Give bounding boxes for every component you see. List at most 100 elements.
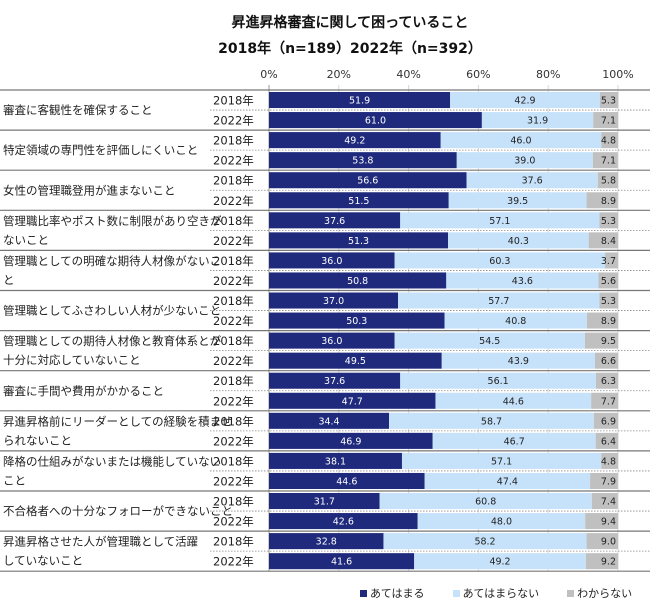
category-label: 昇進昇格前にリーダーとしての経験を積ませ [3,414,232,428]
data-label-unknown: 7.9 [601,476,616,487]
bar-segment-applies [269,232,449,249]
bar-segment-not-applies [466,172,598,189]
data-label-applies: 56.6 [357,176,378,187]
bar-segment-unknown [601,452,618,469]
data-label-applies: 47.7 [342,396,363,407]
year-label: 2022年 [213,314,254,328]
bar-segment-applies [269,272,447,289]
bar-segment-not-applies [448,192,587,209]
data-label-unknown: 8.9 [601,196,616,207]
year-label: 2022年 [213,434,254,448]
legend-swatch-unknown [567,589,575,597]
category-label: 審査に手間や費用がかかること [3,384,164,398]
data-label-not-applies: 47.4 [497,476,518,487]
data-label-unknown: 8.9 [601,316,616,327]
year-label: 2022年 [213,515,254,529]
year-label: 2018年 [213,214,254,228]
data-label-applies: 34.4 [318,416,339,427]
bar-segment-unknown [594,352,618,369]
bar-segment-unknown [599,92,619,109]
year-label: 2022年 [213,354,254,368]
data-label-not-applies: 48.0 [491,517,512,528]
bar-segment-applies [269,192,449,209]
category-label: こと [3,473,26,487]
legend-item-unknown: わからない [567,585,632,601]
category-label: 管理職比率やポスト数に制限があり空きが [3,214,222,228]
data-label-not-applies: 31.9 [527,116,548,127]
data-label-applies: 49.5 [345,356,366,367]
legend-swatch-applies [360,589,367,597]
chart-subtitle: 2018年（n=189）2022年（n=392） [218,41,482,57]
bar-segment-unknown [590,472,618,489]
category-label: 審査に客観性を確保すること [3,103,153,117]
bar-segment-unknown [599,212,618,229]
data-label-not-applies: 54.5 [479,336,500,347]
data-label-applies: 46.9 [340,436,361,447]
legend-label-unknown: わからない [577,587,633,600]
data-label-not-applies: 39.5 [507,196,528,207]
bar-segment-applies [269,212,401,229]
data-label-applies: 37.6 [324,216,345,227]
legend-swatch-not-applies [452,589,460,597]
data-label-not-applies: 46.7 [504,436,525,447]
bar-segment-not-applies [417,513,586,530]
bar-segment-unknown [598,272,618,289]
bar-segment-applies [269,472,425,489]
chart-title: 昇進昇格審査に関して困っていること [231,15,469,31]
bar-segment-unknown [591,392,618,409]
x-tick-label: 80% [536,68,560,81]
data-label-not-applies: 49.2 [489,557,510,568]
bar-segment-applies [269,292,399,309]
x-tick-label: 60% [466,68,490,81]
data-label-not-applies: 60.8 [475,497,496,508]
category-label: と [3,273,15,287]
data-label-applies: 37.0 [323,296,344,307]
category-label: していないこと [3,554,83,568]
bar-segment-not-applies [435,392,592,409]
bar-segment-not-applies [379,493,592,510]
data-label-not-applies: 40.3 [508,236,529,247]
data-label-applies: 32.8 [316,537,337,548]
bar-segment-unknown [601,132,618,149]
bar-segment-not-applies [383,533,587,550]
data-label-applies: 44.6 [336,476,357,487]
bar-segment-applies [269,513,418,530]
data-label-applies: 51.9 [349,96,370,107]
data-label-unknown: 7.1 [601,156,616,167]
bar-segment-not-applies [432,432,596,449]
bar-segment-applies [269,493,380,510]
year-label: 2018年 [213,374,254,388]
bar-segment-unknown [593,412,618,429]
data-label-applies: 50.3 [346,316,367,327]
bar-segment-applies [269,332,395,349]
bar-segment-applies [269,412,390,429]
data-label-applies: 51.3 [348,236,369,247]
data-label-applies: 37.6 [324,376,345,387]
year-label: 2018年 [213,414,254,428]
legend-label-not-applies: あてはまらない [462,587,540,600]
legend: あてはまる あてはまらない わからない [360,585,632,601]
data-label-not-applies: 60.3 [489,256,510,267]
bar-segment-not-applies [401,452,602,469]
bar-segment-applies [269,132,441,149]
bar-segment-applies [269,352,442,369]
bar-segment-applies [269,252,395,269]
bar-segment-unknown [593,112,618,129]
data-label-unknown: 9.5 [601,336,616,347]
year-label: 2022年 [213,394,254,408]
data-label-not-applies: 56.1 [488,376,509,387]
category-label: 管理職としての期待人材像と教育体系とが [3,334,222,348]
data-label-not-applies: 44.6 [503,396,524,407]
data-label-applies: 36.0 [321,336,342,347]
data-label-not-applies: 43.9 [508,356,529,367]
year-label: 2018年 [213,334,254,348]
year-label: 2018年 [213,94,254,108]
data-label-applies: 36.0 [321,256,342,267]
data-label-applies: 31.7 [314,497,335,508]
data-label-applies: 53.8 [352,156,373,167]
data-label-not-applies: 37.6 [522,176,543,187]
data-label-not-applies: 58.7 [481,416,502,427]
bar-segment-not-applies [389,412,594,429]
year-label: 2018年 [213,454,254,468]
